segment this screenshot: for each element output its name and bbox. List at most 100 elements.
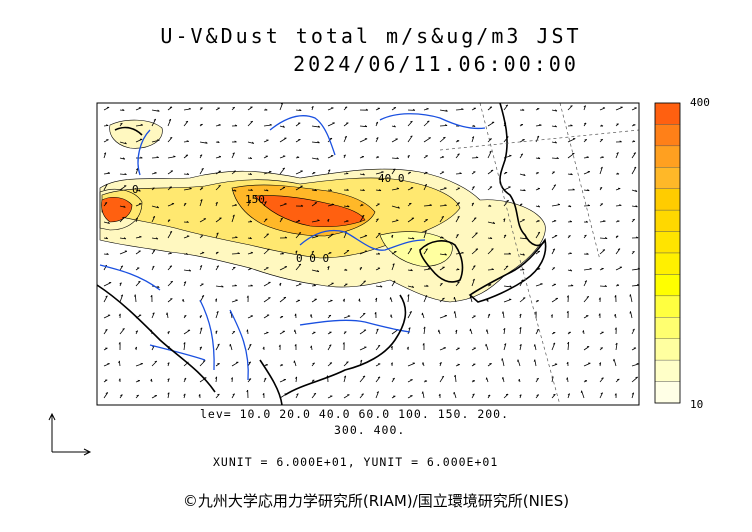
- wind-vector-head: [567, 393, 570, 396]
- river-amur: [379, 113, 486, 130]
- wind-vector-head: [504, 343, 507, 346]
- wind-vector-head: [632, 251, 635, 253]
- wind-vector-head: [123, 205, 126, 208]
- wind-vector-head: [173, 155, 176, 157]
- wind-vector-head: [390, 362, 393, 365]
- wind-vector-head: [140, 123, 143, 126]
- wind-vector-head: [376, 391, 379, 394]
- chart-timestamp: 2024/06/11.06:00:00: [293, 52, 579, 76]
- wind-vector-head: [152, 249, 156, 252]
- wind-vector: [391, 263, 395, 271]
- wind-vector: [375, 232, 381, 239]
- wind-vector-head: [445, 109, 448, 112]
- wind-vector-head: [249, 220, 253, 223]
- wind-vector: [135, 168, 139, 175]
- wind-vector-head: [472, 278, 475, 281]
- wind-vector: [439, 375, 445, 383]
- wind-vector: [151, 312, 155, 319]
- wind-vector: [551, 184, 557, 191]
- wind-vector-head: [376, 137, 379, 140]
- wind-vector-head: [508, 252, 511, 255]
- wind-vector-head: [517, 359, 519, 362]
- wind-vector: [501, 358, 505, 367]
- wind-vector-head: [103, 152, 107, 155]
- wind-vector-head: [582, 330, 584, 333]
- wind-vector-head: [423, 326, 426, 329]
- wind-vector: [311, 202, 318, 207]
- dust-region-peak: [254, 195, 366, 228]
- wind-vector-head: [554, 141, 557, 144]
- wind-vector: [487, 248, 494, 255]
- wind-vector: [311, 157, 319, 160]
- wind-vector-head: [473, 265, 476, 267]
- wind-vector: [439, 347, 446, 351]
- wind-vector: [519, 219, 525, 223]
- wind-vector: [247, 315, 254, 319]
- wind-vector: [327, 107, 334, 111]
- wind-vector: [503, 104, 509, 111]
- wind-vector-head: [205, 141, 208, 144]
- wind-vector-head: [533, 344, 536, 347]
- lake-balkhash: [114, 126, 143, 136]
- wind-vector-head: [570, 269, 573, 272]
- wind-vector: [615, 152, 619, 159]
- wind-vector: [631, 284, 640, 287]
- wind-vector: [103, 295, 108, 303]
- wind-vector-head: [505, 393, 509, 396]
- wind-vector: [199, 218, 207, 223]
- wind-vector: [199, 360, 206, 367]
- wind-vector-head: [378, 189, 382, 192]
- wind-vector: [551, 235, 558, 239]
- wind-vector-head: [377, 252, 381, 255]
- wind-vector-head: [501, 377, 504, 380]
- wind-vector-head: [489, 138, 492, 140]
- wind-vector-head: [456, 234, 459, 236]
- wind-vector: [151, 139, 160, 143]
- wind-vector-head: [199, 315, 202, 317]
- wind-vector-head: [105, 124, 109, 126]
- wind-vector: [567, 152, 575, 159]
- wind-vector: [534, 359, 537, 367]
- wind-vector: [359, 235, 368, 239]
- wind-vector: [454, 311, 457, 319]
- wind-vector-head: [156, 156, 159, 158]
- wind-vector-head: [475, 232, 478, 234]
- wind-vector-head: [599, 187, 603, 189]
- wind-vector: [103, 282, 112, 287]
- wind-vector-head: [152, 265, 155, 268]
- wind-vector-head: [363, 312, 366, 315]
- contour-label: 150: [245, 193, 265, 206]
- wind-vector-head: [119, 282, 122, 285]
- wind-vector-head: [636, 363, 639, 365]
- wind-vector-head: [183, 315, 187, 317]
- wind-vector: [631, 392, 635, 399]
- wind-vector-head: [152, 312, 155, 315]
- wind-vector: [391, 138, 398, 143]
- wind-vector-head: [377, 344, 381, 347]
- wind-vector-head: [519, 394, 522, 397]
- wind-vector: [439, 187, 447, 191]
- wind-vector: [327, 155, 334, 159]
- colorbar-frame: [654, 102, 681, 404]
- wind-vector: [151, 157, 159, 159]
- wind-vector-head: [441, 215, 444, 218]
- wind-vector: [407, 311, 412, 319]
- wind-vector: [615, 248, 621, 255]
- wind-vector-head: [472, 393, 475, 396]
- contour-label: 0: [132, 183, 139, 196]
- reference-arrowhead-y: [48, 412, 56, 421]
- wind-vector: [167, 156, 176, 159]
- wind-vector-head: [105, 183, 108, 186]
- wind-vector: [583, 189, 590, 192]
- wind-vector: [583, 346, 590, 351]
- wind-vector: [295, 109, 302, 111]
- wind-vector-head: [316, 157, 319, 160]
- wind-vector-head: [246, 389, 249, 393]
- colorbar-swatch: [654, 167, 681, 189]
- wind-vector-head: [122, 328, 125, 330]
- wind-vector: [439, 315, 448, 319]
- wind-vector-head: [441, 156, 445, 158]
- wind-vector-head: [487, 394, 491, 397]
- wind-vector: [119, 141, 127, 145]
